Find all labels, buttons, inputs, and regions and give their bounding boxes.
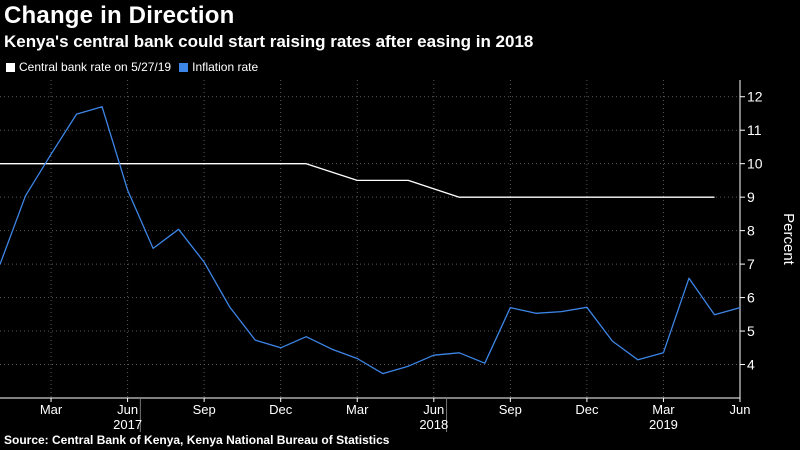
y-tick-label: 8 [747, 223, 755, 239]
y-axis-title: Percent [780, 213, 797, 266]
x-tick-label: Mar [40, 402, 63, 417]
legend-item-central-bank-rate: Central bank rate on 5/27/19 [6, 60, 171, 74]
y-tick-label: 6 [747, 290, 755, 306]
chart-title: Change in Direction [4, 2, 235, 29]
source-note: Source: Central Bank of Kenya, Kenya Nat… [4, 433, 390, 447]
y-tick-label: 4 [747, 357, 755, 373]
y-tick-label: 10 [747, 156, 763, 172]
y-tick-label: 11 [747, 122, 762, 138]
y-tick-label: 7 [747, 256, 755, 272]
y-tick-label: 12 [747, 89, 763, 105]
x-tick-label: Dec [269, 402, 293, 417]
x-tick-label: Jun [423, 402, 444, 417]
chart-subtitle: Kenya's central bank could start raising… [4, 32, 534, 51]
year-label: 2018 [419, 417, 448, 432]
legend-item-inflation-rate: Inflation rate [179, 60, 258, 74]
chart-legend: Central bank rate on 5/27/19 Inflation r… [6, 60, 258, 74]
series-line-central-bank-rate [0, 163, 715, 198]
year-label: 2019 [649, 417, 678, 432]
x-tick-label: Jun [117, 402, 138, 417]
x-tick-label: Sep [499, 402, 522, 417]
legend-label-inflation-rate: Inflation rate [192, 60, 259, 74]
x-tick-label: Mar [652, 402, 675, 417]
y-tick-label: 5 [747, 323, 755, 339]
legend-label-central-bank-rate: Central bank rate on 5/27/19 [19, 60, 172, 74]
y-tick-label: 9 [747, 189, 755, 205]
x-tick-label: Dec [575, 402, 599, 417]
x-tick-label: Sep [193, 402, 216, 417]
series-line-inflation-rate [0, 106, 741, 375]
x-tick-label: Mar [346, 402, 369, 417]
legend-swatch-inflation-rate [179, 62, 189, 72]
year-label: 2017 [113, 417, 142, 432]
legend-swatch-central-bank-rate [6, 62, 15, 72]
x-tick-label: Jun [730, 402, 751, 417]
